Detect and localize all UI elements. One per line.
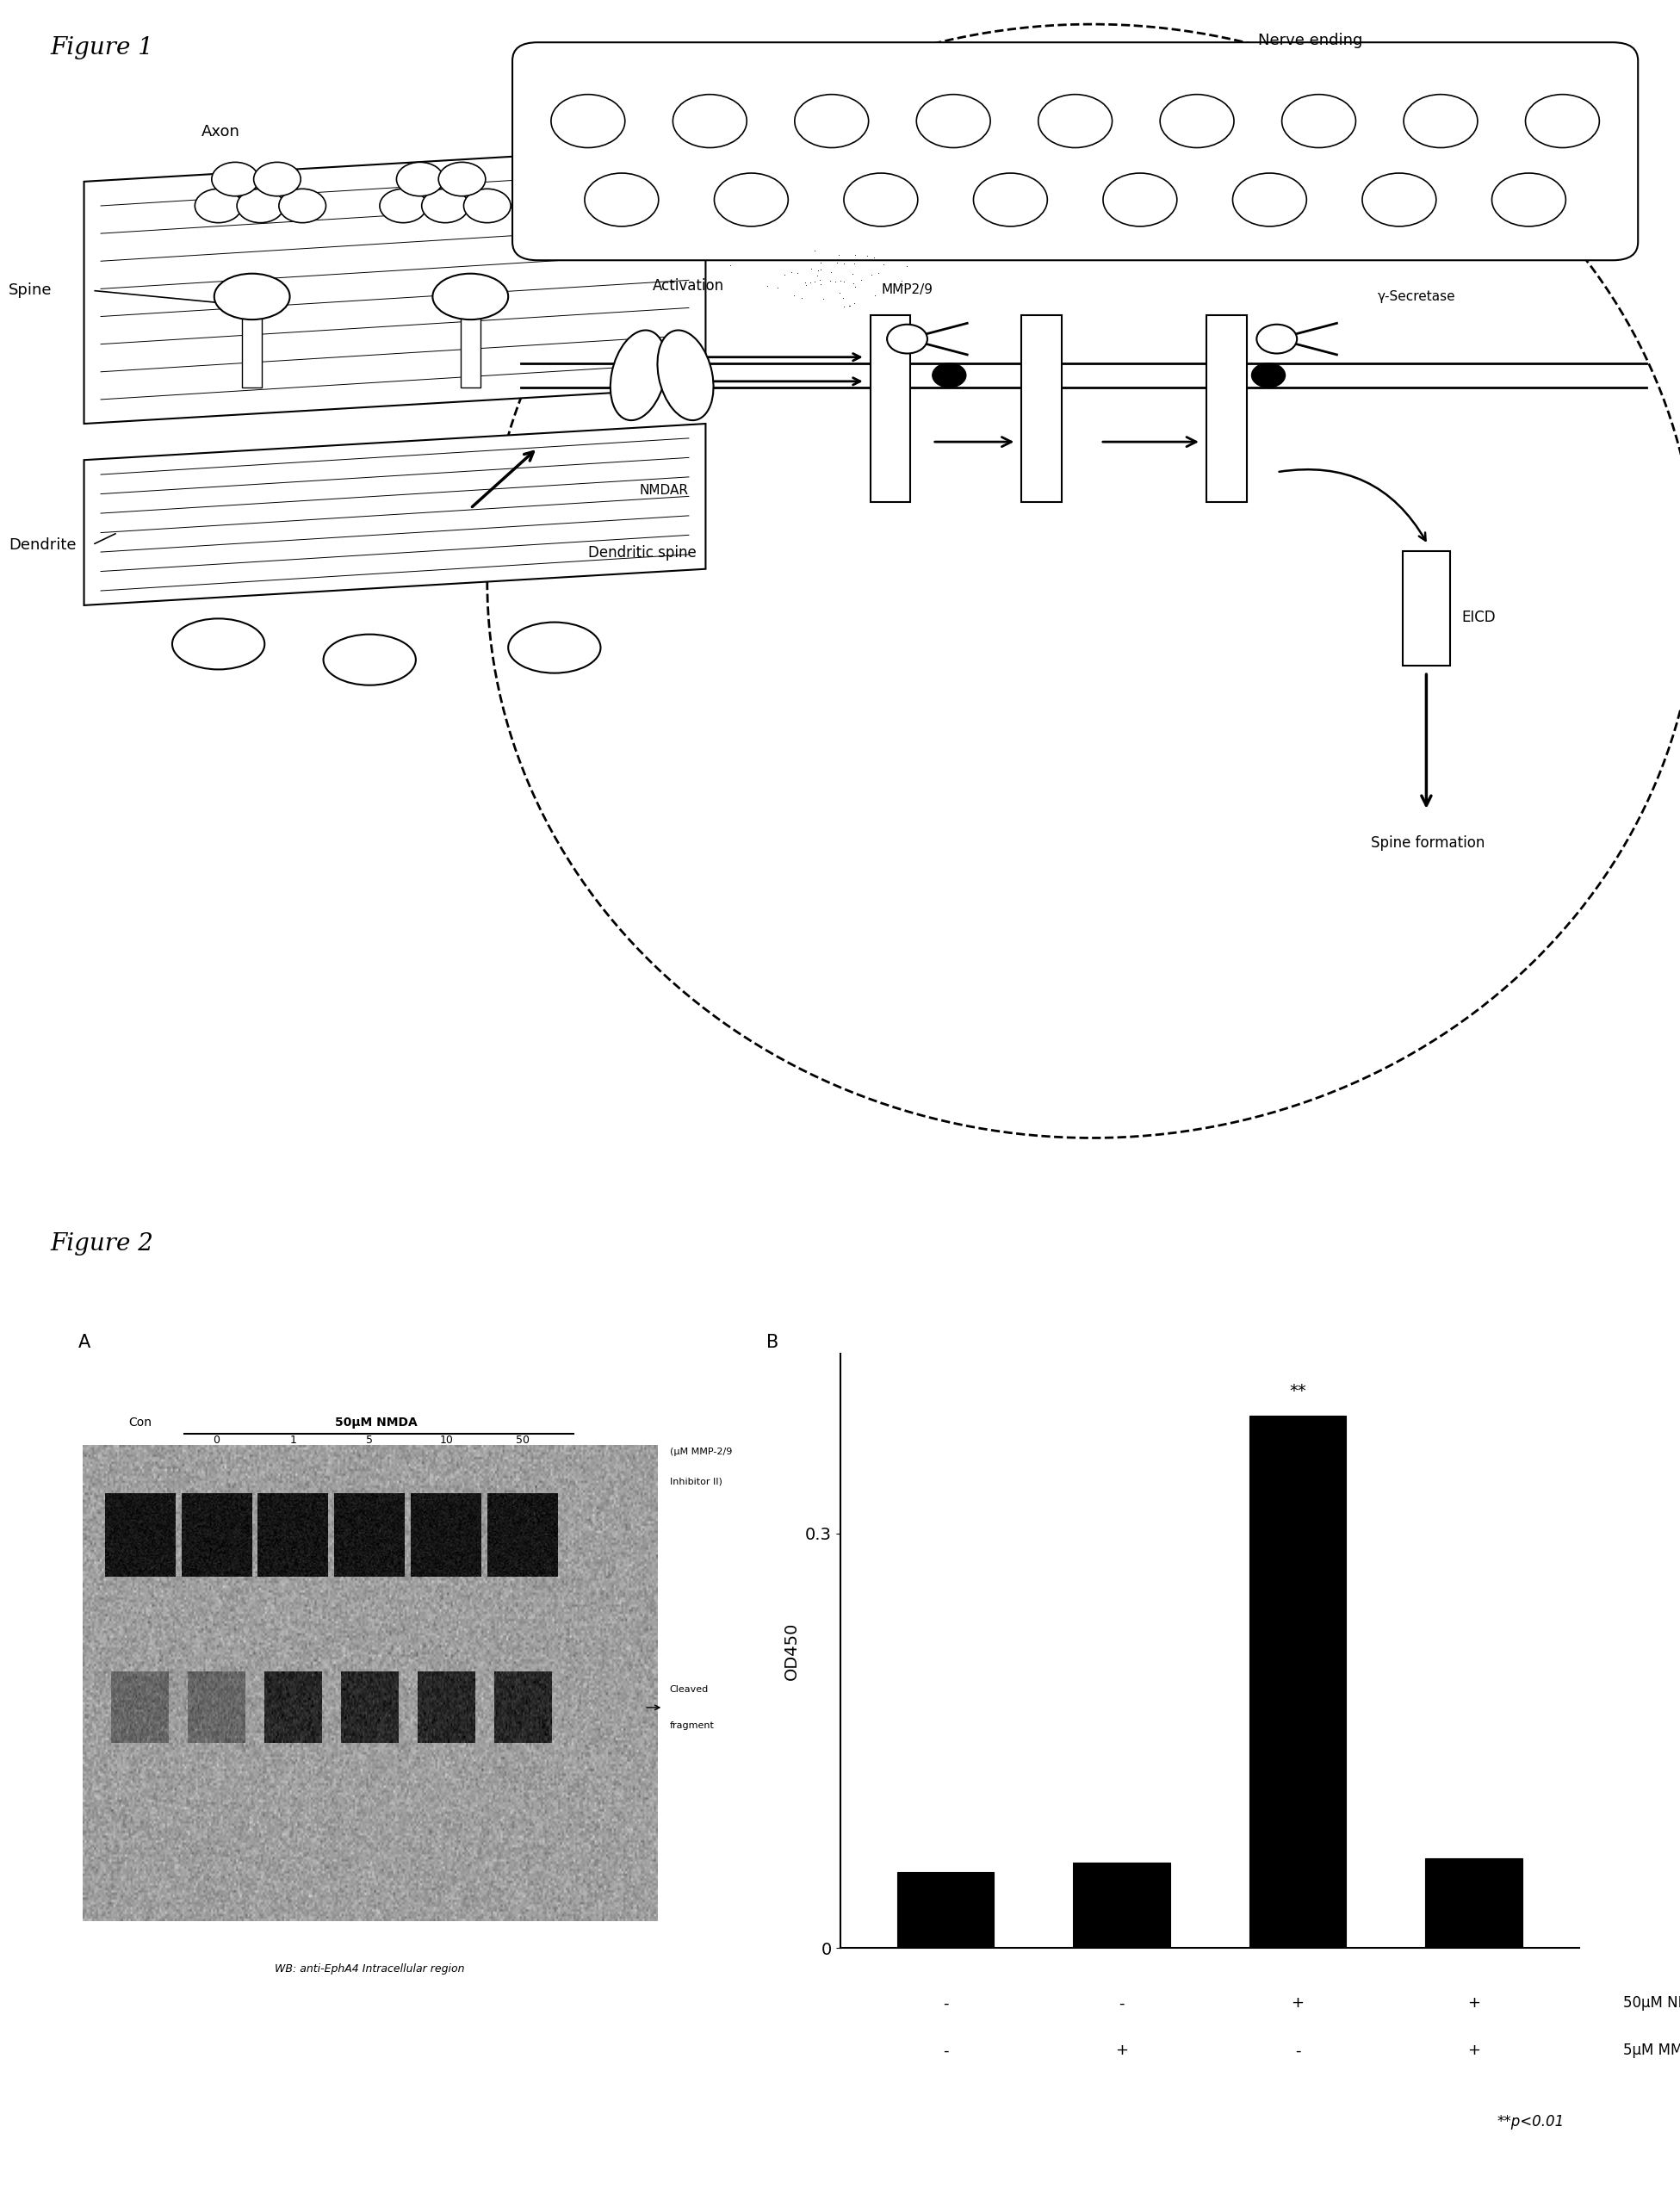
Bar <box>1074 1862 1169 1948</box>
Text: **: ** <box>1289 1382 1305 1400</box>
Circle shape <box>714 174 788 227</box>
Circle shape <box>464 189 511 222</box>
Bar <box>1021 315 1062 502</box>
Circle shape <box>843 174 917 227</box>
Circle shape <box>551 95 625 147</box>
Text: Inhibitor II): Inhibitor II) <box>670 1477 722 1486</box>
Text: 5: 5 <box>366 1435 373 1446</box>
Ellipse shape <box>657 330 714 420</box>
Text: **p<0.01: **p<0.01 <box>1497 2115 1564 2131</box>
Text: γ-Secretase: γ-Secretase <box>1378 291 1455 304</box>
Text: Con: Con <box>128 1415 151 1428</box>
Text: Figure 1: Figure 1 <box>50 35 153 59</box>
Text: +: + <box>1116 2043 1127 2058</box>
Circle shape <box>422 189 469 222</box>
Text: 0: 0 <box>213 1435 220 1446</box>
Text: 50μM NMDA: 50μM NMDA <box>334 1415 417 1428</box>
Text: Dendrite: Dendrite <box>8 537 76 552</box>
Bar <box>460 293 480 387</box>
Text: -: - <box>942 1996 949 2012</box>
Circle shape <box>195 189 242 222</box>
Bar <box>242 293 262 387</box>
Text: EICD: EICD <box>1462 610 1495 625</box>
Bar <box>870 315 911 502</box>
Circle shape <box>380 189 427 222</box>
Text: fragment: fragment <box>670 1721 714 1730</box>
Bar <box>1403 550 1450 665</box>
Circle shape <box>279 189 326 222</box>
Text: (μM MMP-2/9: (μM MMP-2/9 <box>670 1448 732 1457</box>
Ellipse shape <box>215 273 291 319</box>
Circle shape <box>1282 95 1356 147</box>
Text: -: - <box>1295 2043 1300 2058</box>
Ellipse shape <box>173 618 265 669</box>
Circle shape <box>396 163 444 196</box>
Circle shape <box>438 163 486 196</box>
Text: 50: 50 <box>516 1435 529 1446</box>
Circle shape <box>672 95 746 147</box>
Text: MMP2/9: MMP2/9 <box>882 284 932 297</box>
Text: Axon: Axon <box>202 123 240 139</box>
Bar <box>1250 1415 1346 1948</box>
Circle shape <box>212 163 259 196</box>
Circle shape <box>1038 95 1112 147</box>
Text: B: B <box>766 1334 780 1351</box>
Text: 5μM MMP2/9 Inhibitor II: 5μM MMP2/9 Inhibitor II <box>1623 2043 1680 2058</box>
Text: 10: 10 <box>440 1435 454 1446</box>
Circle shape <box>795 95 869 147</box>
Polygon shape <box>84 145 706 423</box>
Text: +: + <box>1467 1996 1480 2012</box>
Circle shape <box>585 174 659 227</box>
Text: 1: 1 <box>289 1435 296 1446</box>
Text: Spine formation: Spine formation <box>1371 834 1485 852</box>
Circle shape <box>917 95 991 147</box>
Circle shape <box>1104 174 1178 227</box>
Text: Nerve ending: Nerve ending <box>1258 33 1362 48</box>
Text: 50μM NMDA: 50μM NMDA <box>1623 1996 1680 2012</box>
Circle shape <box>237 189 284 222</box>
Text: WB: anti-EphA4 Intracellular region: WB: anti-EphA4 Intracellular region <box>274 1963 465 1974</box>
Polygon shape <box>84 423 706 605</box>
Circle shape <box>1257 324 1297 354</box>
Text: +: + <box>1292 1996 1304 2012</box>
Circle shape <box>932 363 966 387</box>
FancyBboxPatch shape <box>512 42 1638 260</box>
Circle shape <box>1159 95 1233 147</box>
Circle shape <box>887 324 927 354</box>
Ellipse shape <box>487 24 1680 1138</box>
Circle shape <box>254 163 301 196</box>
Y-axis label: OD450: OD450 <box>785 1622 800 1679</box>
Circle shape <box>1404 95 1478 147</box>
Circle shape <box>1362 174 1436 227</box>
Text: Dendritic spine: Dendritic spine <box>588 544 696 561</box>
Ellipse shape <box>610 330 667 420</box>
Text: +: + <box>1467 2043 1480 2058</box>
Text: -: - <box>942 2043 949 2058</box>
Circle shape <box>1492 174 1566 227</box>
Text: -: - <box>1119 1996 1124 2012</box>
Circle shape <box>973 174 1047 227</box>
Circle shape <box>1525 95 1599 147</box>
Text: A: A <box>77 1334 91 1351</box>
Ellipse shape <box>324 634 417 685</box>
Text: NMDAR: NMDAR <box>638 484 689 497</box>
Text: Figure 2: Figure 2 <box>50 1233 153 1255</box>
Bar <box>1425 1858 1522 1948</box>
Bar <box>1206 315 1247 502</box>
Ellipse shape <box>507 623 601 674</box>
Text: Activation: Activation <box>654 277 724 295</box>
Text: Cleaved: Cleaved <box>670 1686 709 1695</box>
Circle shape <box>1233 174 1307 227</box>
Circle shape <box>1252 363 1285 387</box>
Bar <box>897 1871 995 1948</box>
Text: Spine: Spine <box>8 282 52 299</box>
Ellipse shape <box>432 273 507 319</box>
